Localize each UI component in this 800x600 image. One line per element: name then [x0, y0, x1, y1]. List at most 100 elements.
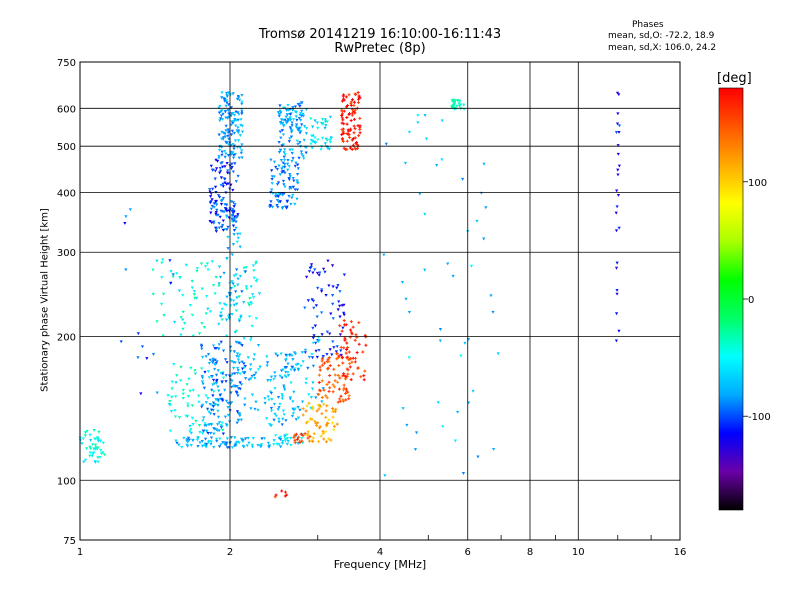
x-mode-point [320, 412, 324, 416]
o-mode-point [233, 436, 237, 440]
o-mode-point [299, 129, 303, 133]
o-mode-point [276, 111, 280, 115]
o-mode-point [298, 141, 302, 145]
o-mode-point [203, 265, 208, 269]
x-mode-point [348, 362, 352, 366]
x-mode-point [295, 437, 299, 441]
o-mode-point [293, 164, 297, 168]
o-mode-point [407, 356, 411, 360]
o-mode-point [140, 345, 145, 349]
o-mode-point [256, 408, 260, 412]
o-mode-point [407, 130, 412, 134]
o-mode-point [476, 455, 480, 459]
x-mode-point [322, 402, 326, 406]
o-mode-point [191, 438, 195, 442]
o-mode-point [292, 369, 297, 373]
o-mode-point [216, 415, 221, 419]
x-mode-point [357, 321, 361, 325]
o-mode-point [279, 111, 283, 115]
o-mode-point [270, 398, 274, 402]
o-mode-point [259, 445, 263, 449]
o-mode-point [232, 147, 236, 151]
o-mode-point [335, 286, 339, 290]
o-mode-point [252, 276, 256, 280]
o-mode-point [303, 125, 307, 128]
o-mode-point [169, 270, 173, 274]
o-mode-point [293, 407, 297, 411]
o-mode-point [321, 123, 325, 127]
o-mode-point [219, 199, 223, 203]
o-mode-point [299, 150, 304, 154]
o-mode-point [240, 344, 244, 348]
o-mode-point [300, 400, 305, 404]
o-mode-point [451, 100, 455, 104]
o-mode-point [291, 185, 296, 189]
x-mode-point [347, 394, 351, 398]
x-mode-point [340, 99, 344, 103]
o-mode-point [203, 437, 208, 441]
x-mode-point [293, 433, 297, 437]
o-mode-point [234, 329, 239, 333]
o-mode-point [238, 232, 242, 236]
x-mode-point [283, 494, 287, 498]
x-mode-point [352, 117, 356, 121]
o-mode-point [290, 354, 294, 358]
x-mode-point [333, 385, 337, 389]
o-mode-point [244, 266, 248, 270]
o-mode-point [290, 108, 294, 112]
o-mode-point [325, 330, 329, 334]
x-mode-point [353, 360, 357, 364]
o-mode-point [249, 338, 253, 342]
o-mode-point [267, 445, 271, 449]
o-mode-point [231, 170, 235, 174]
colorbar-tick-label: 100 [748, 178, 767, 189]
o-mode-point [220, 130, 224, 134]
o-mode-point [223, 110, 227, 114]
o-mode-point [234, 180, 238, 183]
o-mode-point [220, 397, 224, 401]
o-mode-point [310, 134, 314, 138]
o-mode-point [236, 358, 240, 362]
o-mode-point [286, 120, 290, 124]
o-mode-point [496, 352, 500, 356]
o-mode-point [214, 158, 218, 162]
o-mode-point [211, 401, 216, 405]
o-mode-point [617, 124, 622, 128]
o-mode-point [223, 388, 227, 392]
o-mode-point [290, 121, 294, 125]
o-mode-point [230, 217, 234, 221]
o-mode-point [282, 123, 286, 127]
o-mode-point [331, 317, 335, 321]
x-mode-point [345, 389, 349, 393]
o-mode-point [284, 357, 288, 361]
o-mode-point [226, 247, 230, 251]
o-mode-point [292, 179, 296, 183]
o-mode-point [288, 353, 292, 357]
o-mode-point [217, 148, 222, 152]
o-mode-point [312, 306, 316, 310]
o-mode-point [311, 341, 315, 345]
x-mode-point [350, 332, 354, 336]
o-mode-point [334, 350, 338, 354]
o-mode-point [289, 381, 293, 385]
o-mode-point [181, 318, 185, 322]
x-mode-point [359, 375, 363, 379]
x-mode-point [341, 118, 345, 122]
o-mode-point [614, 266, 619, 270]
o-mode-point [313, 119, 317, 123]
o-mode-point [214, 373, 219, 377]
x-mode-point [318, 389, 322, 393]
o-mode-point [211, 394, 215, 398]
o-mode-point [269, 375, 274, 379]
o-mode-point [290, 414, 295, 418]
x-mode-point [324, 394, 328, 398]
o-mode-point [257, 292, 262, 296]
o-mode-point [174, 395, 178, 399]
o-mode-point [224, 91, 229, 95]
o-mode-point [225, 93, 229, 97]
o-mode-point [294, 363, 298, 367]
o-mode-point [183, 321, 187, 325]
o-mode-point [227, 143, 231, 147]
o-mode-point [283, 158, 287, 162]
o-mode-point [211, 408, 215, 412]
